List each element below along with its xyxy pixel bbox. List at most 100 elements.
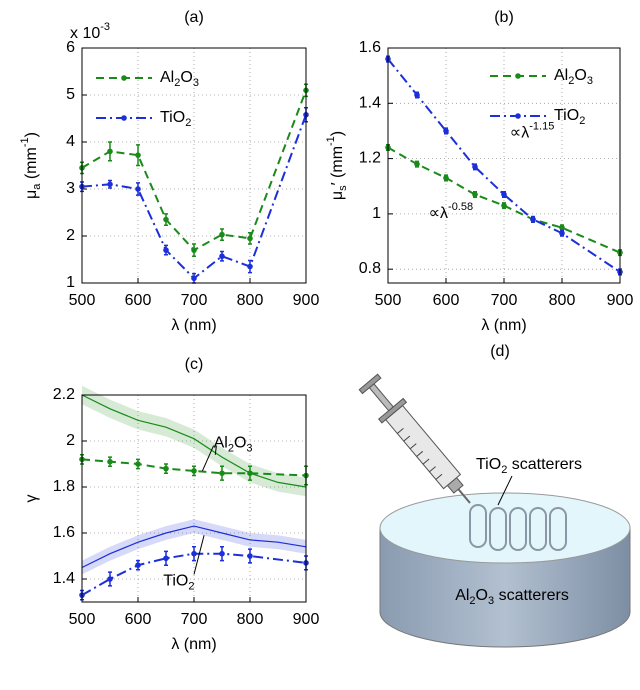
annotation-leader xyxy=(193,535,205,575)
axis-scale-label: x 10-3 xyxy=(70,21,110,42)
x-tick-label: 800 xyxy=(549,292,576,309)
data-point xyxy=(163,465,169,472)
annotation: TiO2 xyxy=(163,573,194,593)
x-tick-label: 700 xyxy=(491,292,518,309)
data-point xyxy=(501,202,507,209)
y-tick-label: 1.4 xyxy=(53,570,75,587)
data-point xyxy=(219,470,225,477)
y-tick-label: 2.2 xyxy=(53,386,75,403)
data-point xyxy=(135,461,141,467)
y-tick-label: 1.8 xyxy=(53,478,75,495)
x-tick-label: 600 xyxy=(433,292,460,309)
panel: (c) 500 600 700 800 900 1.4 1.6 1.8 2 2.2 λ (nm) γ Al… xyxy=(23,356,319,653)
legend-marker xyxy=(515,113,521,119)
series-line xyxy=(387,58,621,273)
data-point xyxy=(163,216,169,223)
syringe xyxy=(358,373,471,504)
y-axis-label: μa (mm-1) xyxy=(19,132,43,199)
data-point xyxy=(191,550,197,557)
y-tick-label: 5 xyxy=(66,86,75,103)
data-point xyxy=(191,275,197,282)
x-axis-label: λ (nm) xyxy=(171,317,216,334)
legend-label: Al2O3 xyxy=(554,67,593,87)
data-point xyxy=(219,231,225,238)
y-axis-label: γ xyxy=(23,495,40,503)
legend-marker xyxy=(515,73,521,79)
legend-label: TiO2 xyxy=(160,109,191,129)
y-tick-label: 2 xyxy=(66,227,75,244)
x-tick-label: 900 xyxy=(293,292,320,309)
legend-label: TiO2 xyxy=(554,107,585,127)
data-point xyxy=(219,550,225,557)
data-point xyxy=(135,562,141,568)
data-point xyxy=(247,263,253,270)
legend-marker xyxy=(121,75,127,81)
leader-line xyxy=(497,475,513,506)
x-tick-label: 800 xyxy=(237,611,264,628)
annotation: ∝λ-0.58 xyxy=(429,201,474,222)
panel-title: (c) xyxy=(185,356,204,373)
y-tick-label: 0.8 xyxy=(359,260,381,277)
x-tick-label: 500 xyxy=(69,292,96,309)
data-point xyxy=(191,247,197,253)
plot-area xyxy=(385,55,623,276)
data-point xyxy=(135,186,141,192)
data-point xyxy=(559,224,565,231)
data-point xyxy=(107,181,113,188)
x-tick-label: 700 xyxy=(181,611,208,628)
y-tick-label: 1.6 xyxy=(53,524,75,541)
plot-area xyxy=(79,83,309,284)
diagram-label: TiO2 scatterers xyxy=(476,456,582,476)
x-tick-label: 800 xyxy=(237,292,264,309)
y-tick-label: 1 xyxy=(372,205,381,222)
y-tick-label: 1.6 xyxy=(359,39,381,56)
data-point xyxy=(219,253,225,260)
x-axis-label: λ (nm) xyxy=(171,636,216,653)
series-line xyxy=(81,458,307,477)
y-tick-label: 6 xyxy=(66,39,75,56)
y-tick-label: 1 xyxy=(66,274,75,291)
data-point xyxy=(472,191,478,198)
x-tick-label: 900 xyxy=(607,292,634,309)
data-point xyxy=(247,553,253,559)
series-line xyxy=(81,552,307,596)
annotation: ∝λ-1.15 xyxy=(510,121,555,142)
legend-marker xyxy=(121,115,127,121)
uncertainty-band xyxy=(82,519,306,575)
data-point xyxy=(443,128,449,134)
annotation-leader xyxy=(214,445,217,455)
axes-frame xyxy=(387,47,621,284)
panel: (a) 500 600 700 800 900 1 2 3 4 5 6 λ (nm) μa (mm-1) x… xyxy=(19,9,320,334)
diagram-label: Al2O3 scatterers xyxy=(455,587,569,607)
diagram-d: (d) TiO2 scatterers Al2O3 scatterers xyxy=(358,343,631,648)
series-line xyxy=(81,89,307,252)
data-point xyxy=(247,235,253,242)
data-point xyxy=(191,468,197,474)
x-tick-label: 600 xyxy=(125,611,152,628)
x-tick-label: 700 xyxy=(181,292,208,309)
data-point xyxy=(135,152,141,158)
annotation: Al2O3 xyxy=(214,435,253,455)
panel-title: (a) xyxy=(184,9,204,26)
data-point xyxy=(163,555,169,562)
legend-label: Al2O3 xyxy=(160,69,199,89)
panel-title: (d) xyxy=(490,343,510,360)
x-axis-label: λ (nm) xyxy=(481,317,526,334)
series-line xyxy=(81,394,307,488)
axes-frame xyxy=(81,47,307,284)
annotation-leader xyxy=(201,445,215,472)
y-tick-label: 3 xyxy=(66,180,75,197)
data-point xyxy=(530,216,536,223)
data-point xyxy=(247,470,253,477)
x-tick-label: 500 xyxy=(69,611,96,628)
data-point xyxy=(559,230,565,237)
series-line xyxy=(81,114,307,280)
y-axis-label: μs′ (mm-1) xyxy=(325,131,349,200)
data-point xyxy=(107,458,113,465)
data-point xyxy=(163,247,169,253)
series-line xyxy=(81,525,307,569)
x-tick-label: 500 xyxy=(375,292,402,309)
data-point xyxy=(472,164,478,170)
panel-title: (b) xyxy=(494,9,514,26)
